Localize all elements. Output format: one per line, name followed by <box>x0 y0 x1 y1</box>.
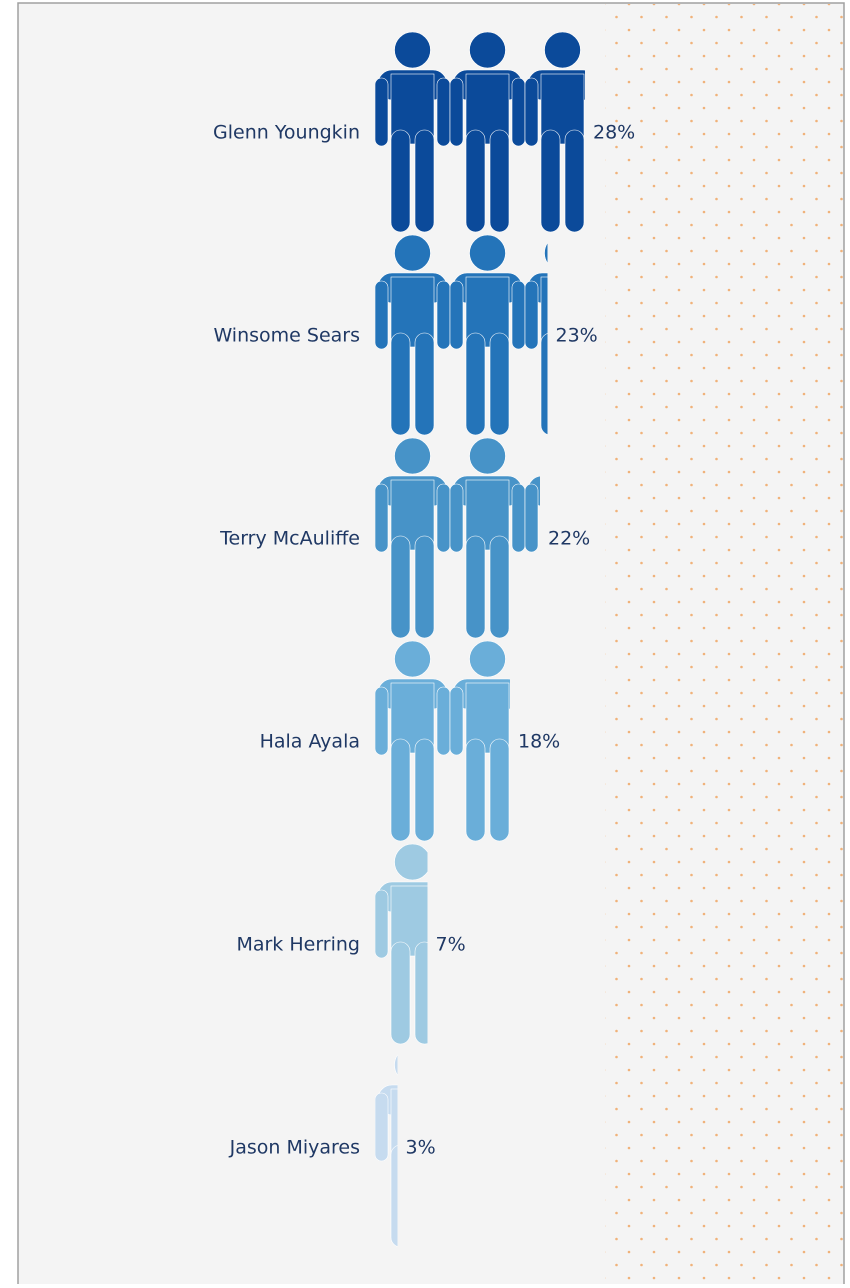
category-label: Hala Ayala <box>260 731 360 753</box>
value-label: 23% <box>556 325 598 347</box>
value-label: 22% <box>548 528 590 550</box>
value-label: 7% <box>436 934 466 956</box>
category-label: Winsome Sears <box>213 325 360 347</box>
value-label: 18% <box>518 731 560 753</box>
category-label: Glenn Youngkin <box>213 122 360 144</box>
value-label: 3% <box>406 1137 436 1159</box>
value-label: 28% <box>593 122 635 144</box>
dot-pattern <box>605 4 843 1284</box>
category-label: Mark Herring <box>236 934 360 956</box>
category-label: Jason Miyares <box>229 1137 360 1159</box>
category-label: Terry McAuliffe <box>219 528 360 550</box>
